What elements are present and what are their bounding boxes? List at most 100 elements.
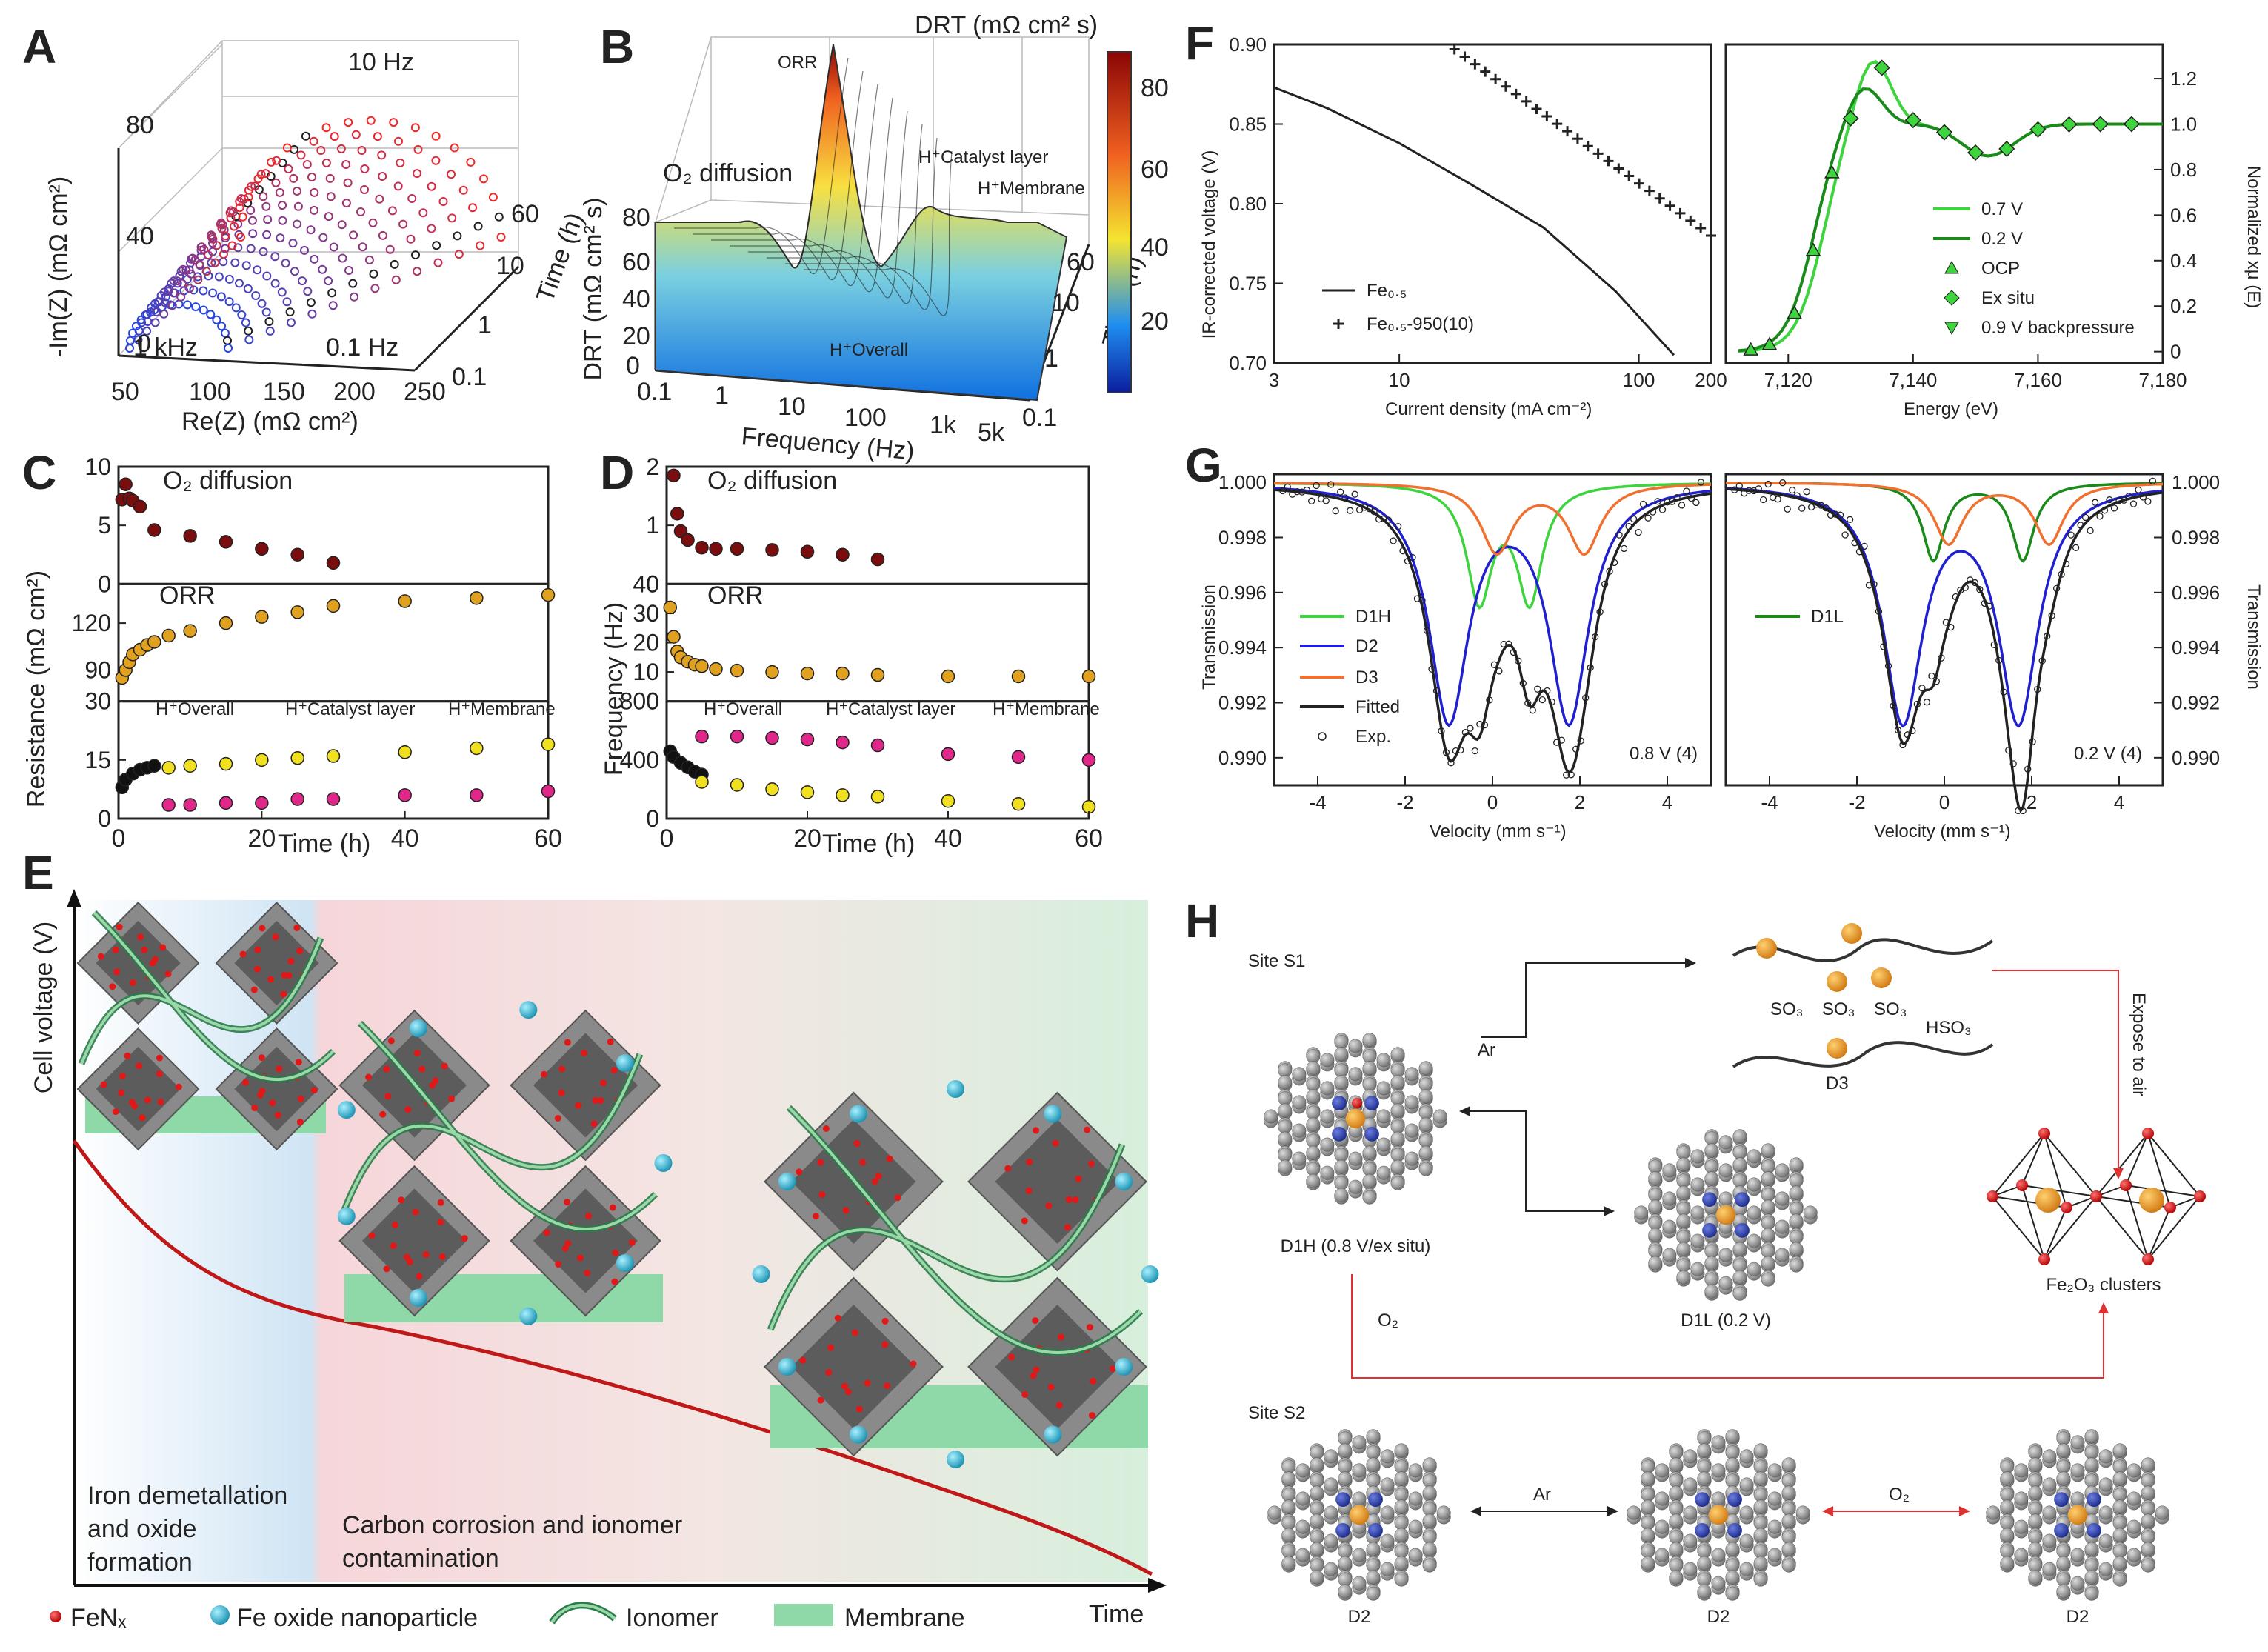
carbon-atom [1648,1256,1663,1270]
g-ytick-label: 0.998 [2172,526,2220,548]
fe-oxide-particle [752,1265,770,1283]
impedance-point [357,146,367,155]
legend-feoxide-icon [210,1605,230,1625]
carbon-atom [1641,1528,1655,1542]
impedance-point [431,156,441,165]
legend-fenx: FeNₓ [70,1604,127,1632]
h-label-ar2: Ar [1533,1485,1551,1505]
nitrogen-atom [1368,1492,1383,1507]
carbon-atom [1366,1457,1381,1472]
carbon-atom [1669,1570,1684,1585]
carbon-atom [1683,1477,1698,1492]
carbon-atom [1648,1159,1663,1174]
f-right-frame [1724,43,2164,364]
carbon-atom [1676,1202,1691,1216]
fenx-site [391,1221,398,1228]
impedance-point [370,284,380,293]
impedance-point [175,271,184,281]
g-exp-point [1601,580,1609,588]
carbon-particle-core [96,1046,181,1132]
carbon-atom [1306,1089,1321,1104]
g-exp-point [1918,685,1926,692]
impedance-point [438,197,448,206]
carbon-atom [1418,1133,1433,1148]
impedance-point [391,275,401,284]
impedance-point [160,298,170,307]
impedance-point [321,123,331,133]
octahedron-edge [2095,1196,2149,1260]
carbon-atom [2042,1449,2057,1464]
data-point [667,630,681,644]
a-annot-1khz: 1 kHz [133,333,198,362]
octahedron-edge [2044,1133,2097,1197]
fenx-site [1064,1224,1071,1231]
carbon-atom [1775,1248,1790,1262]
fenx-site [575,1102,582,1109]
g-exp-point [2072,544,2080,551]
carbon-atom [1669,1530,1684,1545]
carbon-atom [2084,1445,2099,1460]
impedance-point [246,244,256,253]
fenx-site [100,1081,107,1088]
fenx-site [432,1077,439,1085]
b-ylabel: DRT (mΩ cm² s) [579,197,607,380]
impedance-point [262,271,272,281]
carbon-atom [1306,1077,1321,1092]
g-exp-point [1592,633,1599,641]
panel-letter-f: F [1185,16,1214,70]
fe-oxide-particle [1141,1265,1159,1283]
impedance-point [261,307,271,317]
carbon-atom [1352,1435,1367,1450]
impedance-point [473,222,483,231]
impedance-point [296,150,306,160]
fenx-site [612,1249,619,1256]
carbon-atom [1281,1459,1296,1474]
carbon-atom [1390,1103,1405,1118]
g-exp-point [1303,486,1310,494]
impedance-point [324,276,333,286]
carbon-atom [1753,1516,1768,1531]
g-exp-point [1361,504,1368,511]
impedance-point [221,231,230,241]
carbon-atom [1320,1109,1335,1124]
carbon-atom [1641,1544,1655,1559]
carbon-atom [1338,1431,1353,1446]
b-ytick-80: 80 [622,204,650,232]
h-so3-1: SO₃ [1770,999,1803,1019]
g-exp-point [2135,486,2142,493]
d-label-o2: O₂ diffusion [707,467,837,495]
carbon-atom [2042,1505,2057,1520]
f-point-ocp [1824,164,1840,179]
fenx-site [855,1405,863,1413]
carbon-atom [1394,1499,1409,1514]
fenx-site [825,1369,833,1376]
impedance-point [276,233,285,243]
impedance-point [207,258,216,267]
fe-oxide-particle [778,1173,796,1190]
impedance-point [281,259,290,268]
carbon-atom [1775,1163,1790,1178]
carbon-atom [1281,1471,1296,1486]
colorbar [1107,51,1132,393]
impedance-point [289,173,298,183]
fenx-site [1025,1187,1033,1194]
ytick-label: 15 [84,747,111,773]
carbon-atom [1641,1488,1655,1502]
impedance-point [161,292,170,302]
fenx-site [136,1062,143,1070]
b-peak-o2: O₂ diffusion [663,159,793,187]
carbon-atom [1718,1276,1733,1290]
impedance-point [476,241,485,250]
data-point [183,798,197,812]
carbon-atom [1697,1572,1712,1587]
g-annot-right: 0.2 V (4) [2074,744,2142,764]
carbon-atom [1767,1519,1782,1534]
g-exp-point [2101,507,2109,514]
fenx-site [853,1139,861,1147]
carbon-atom [1761,1143,1775,1158]
impedance-point [247,216,257,225]
fenx-site [558,1065,566,1073]
data-point [161,628,176,643]
g-exp-point [1942,619,1950,626]
data-point [398,594,412,608]
